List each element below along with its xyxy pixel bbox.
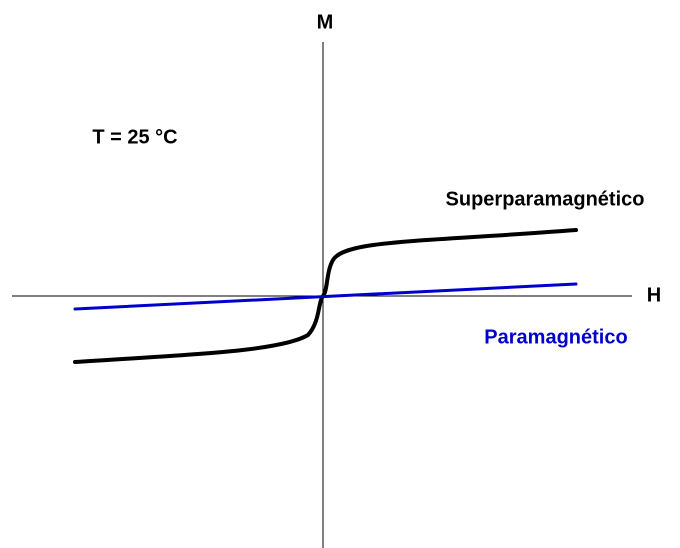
- h-axis-label: H: [647, 284, 661, 306]
- temperature-label: T = 25 °C: [92, 126, 177, 148]
- paramagnetic-label: Paramagnético: [484, 326, 627, 348]
- superparamagnetic-label: Superparamagnético: [446, 188, 645, 210]
- paramagnetic-curve: [73, 282, 578, 311]
- m-axis-label: M: [317, 11, 334, 33]
